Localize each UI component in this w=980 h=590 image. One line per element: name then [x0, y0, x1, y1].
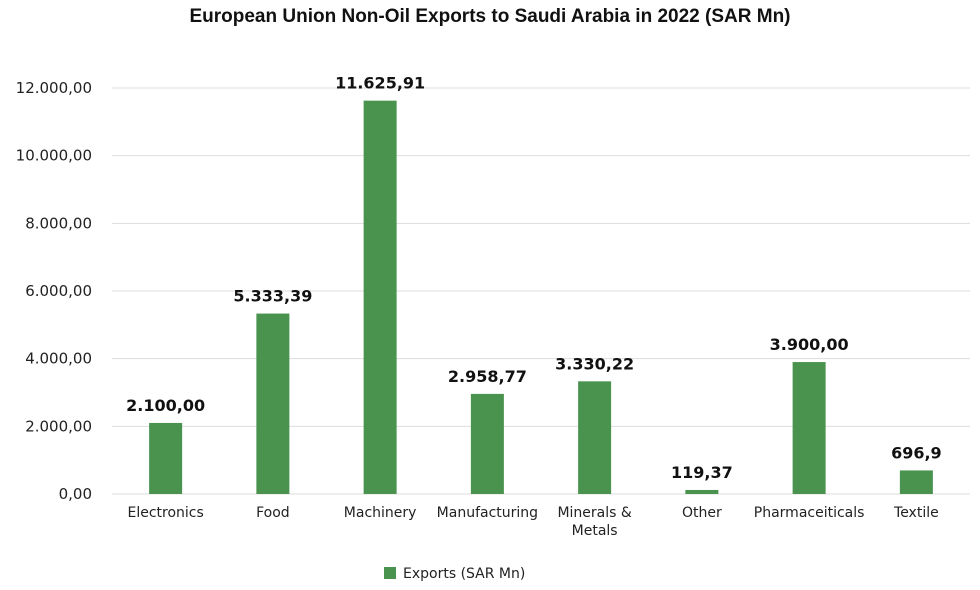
data-label: 3.330,22 — [555, 354, 634, 373]
data-label: 11.625,91 — [335, 74, 425, 93]
y-axis-ticks: 0,00 2.000,00 4.000,00 6.000,00 8.000,00 10.0… — [16, 79, 92, 503]
legend: Exports (SAR Mn) — [384, 566, 525, 582]
data-labels: 2.100,00 5.333,39 11.625,91 2.958,77 3.330,2… — [126, 74, 942, 482]
data-label: 3.900,00 — [770, 335, 849, 354]
legend-swatch — [384, 567, 396, 579]
x-tick-label: Machinery — [344, 505, 417, 521]
y-tick-label: 6.000,00 — [25, 282, 92, 300]
data-label: 119,37 — [671, 463, 733, 482]
x-tick-label: Textile — [893, 505, 939, 521]
bars — [149, 100, 933, 495]
x-tick-label: Manufacturing — [437, 505, 538, 521]
chart-title: European Union Non-Oil Exports to Saudi … — [189, 6, 790, 27]
x-axis-ticks: Electronics Food Machinery Manufacturing Min… — [127, 505, 938, 539]
bar — [899, 470, 933, 494]
bar — [470, 393, 504, 494]
y-tick-label: 8.000,00 — [25, 214, 92, 232]
x-tick-label: Electronics — [127, 505, 203, 521]
x-tick-label: Other — [682, 505, 722, 521]
bar — [256, 313, 290, 494]
data-label: 2.100,00 — [126, 396, 205, 415]
bar — [578, 381, 612, 494]
bar — [363, 100, 397, 495]
bar — [149, 422, 183, 494]
gridlines — [112, 87, 970, 495]
x-tick-label: Minerals & Metals — [557, 505, 631, 539]
y-tick-label: 4.000,00 — [25, 350, 92, 368]
data-label: 2.958,77 — [448, 367, 527, 386]
legend-label: Exports (SAR Mn) — [403, 566, 525, 582]
x-tick-label: Pharmaceiticals — [754, 505, 865, 521]
data-label: 696,9 — [891, 443, 942, 462]
y-tick-label: 12.000,00 — [16, 79, 92, 97]
y-tick-label: 10.000,00 — [16, 147, 92, 165]
data-label: 5.333,39 — [233, 287, 312, 306]
y-tick-label: 2.000,00 — [25, 417, 92, 435]
x-tick-label: Food — [256, 505, 290, 521]
bar — [792, 362, 826, 494]
y-tick-label: 0,00 — [59, 485, 92, 503]
bar — [685, 489, 719, 494]
